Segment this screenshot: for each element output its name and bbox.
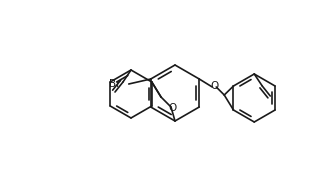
Text: O: O [169,103,177,113]
Text: Br: Br [109,79,121,89]
Text: O: O [210,81,218,91]
